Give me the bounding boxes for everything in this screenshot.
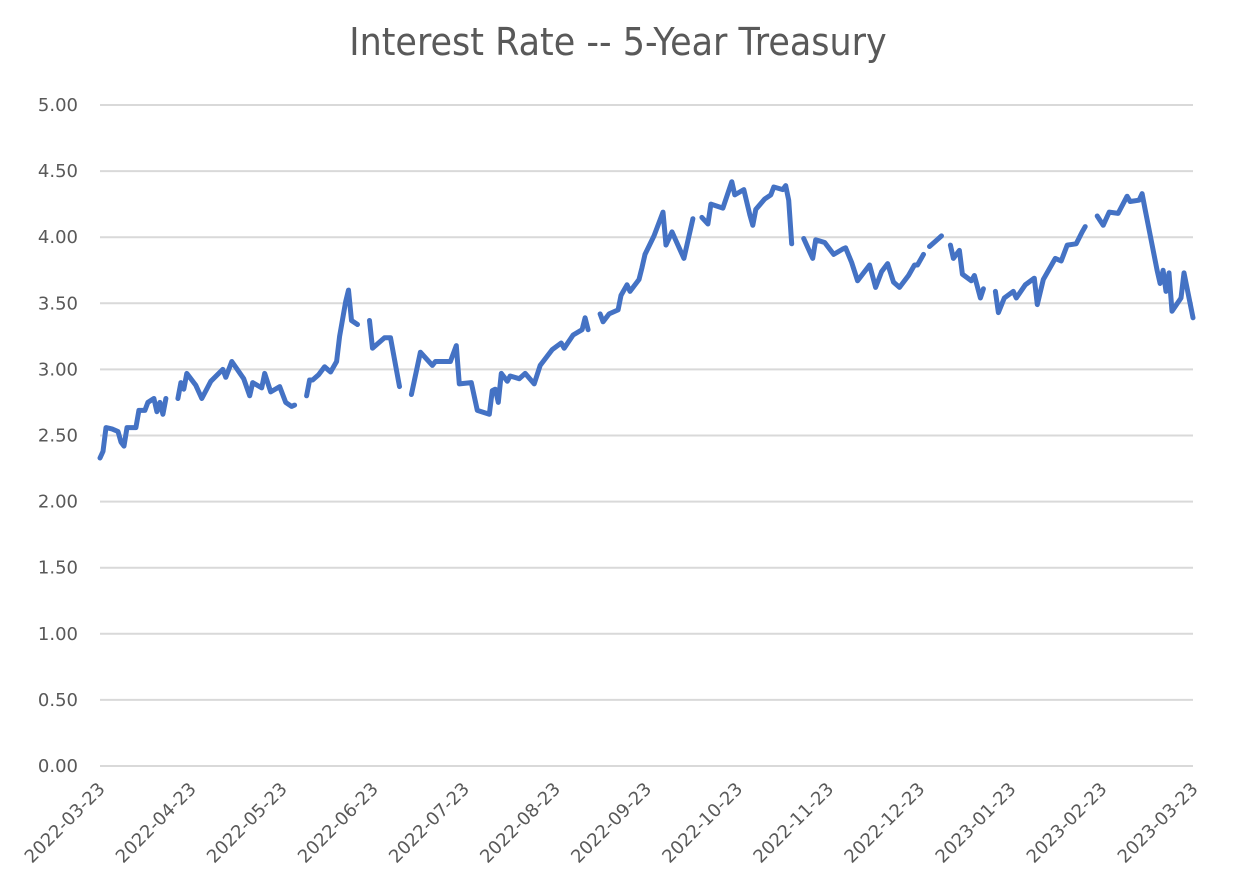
x-tick-label: 2022-03-23: [21, 779, 110, 868]
y-tick-label: 0.00: [38, 756, 78, 777]
x-tick-label: 2023-03-23: [1114, 779, 1203, 868]
series-line-segment: [97, 396, 169, 461]
x-tick-label: 2022-07-23: [385, 779, 474, 868]
y-axis-ticks: 0.00 0.50 1.00 1.50 2.00 2.50 3.00 3.50 4.00 4.50…: [38, 95, 78, 777]
chart-title: Interest Rate -- 5-Year Treasury: [349, 20, 887, 64]
gridlines: [100, 104, 1193, 767]
x-tick-label: 2023-02-23: [1023, 779, 1112, 868]
x-axis-ticks: 2022-03-23 2022-04-23 2022-05-23 2022-06-23…: [21, 779, 1203, 868]
x-tick-label: 2022-11-23: [749, 779, 838, 868]
x-tick-label: 2022-09-23: [567, 779, 656, 868]
series-line-segment: [304, 287, 360, 399]
series-line-segment: [992, 224, 1088, 316]
x-tick-label: 2022-08-23: [476, 779, 565, 868]
series-line-segment: [408, 315, 591, 417]
y-tick-label: 4.00: [38, 227, 78, 248]
y-tick-label: 2.00: [38, 492, 78, 513]
series-line-segment: [367, 318, 402, 390]
y-tick-label: 1.00: [38, 624, 78, 645]
y-tick-label: 1.50: [38, 558, 78, 579]
y-tick-label: 4.50: [38, 161, 78, 182]
series-line-segment: [175, 359, 298, 409]
y-tick-label: 2.50: [38, 426, 78, 447]
series-line-segment: [927, 233, 944, 249]
series-line-segment: [699, 179, 795, 247]
series-line-segment: [947, 242, 986, 301]
x-tick-label: 2022-04-23: [112, 779, 201, 868]
x-tick-label: 2022-12-23: [840, 779, 929, 868]
series-5-year-treasury: [97, 179, 1196, 461]
x-tick-label: 2022-05-23: [203, 779, 292, 868]
y-tick-label: 3.00: [38, 359, 78, 380]
series-line-segment: [597, 209, 696, 325]
x-tick-label: 2023-01-23: [932, 779, 1021, 868]
y-tick-label: 5.00: [38, 95, 78, 116]
y-tick-label: 3.50: [38, 293, 78, 314]
x-tick-label: 2022-06-23: [294, 779, 383, 868]
y-tick-label: 0.50: [38, 690, 78, 711]
series-line-segment: [1094, 191, 1196, 321]
x-tick-label: 2022-10-23: [658, 779, 747, 868]
series-line-segment: [801, 236, 926, 290]
